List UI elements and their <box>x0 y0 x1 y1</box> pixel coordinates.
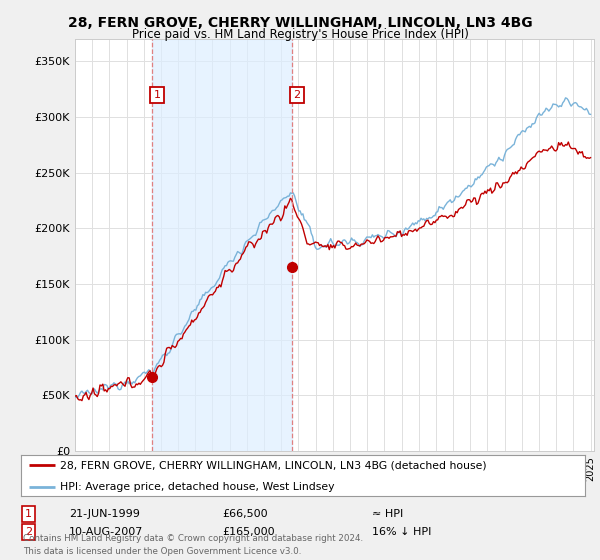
Text: 1: 1 <box>154 90 160 100</box>
Text: 21-JUN-1999: 21-JUN-1999 <box>69 509 140 519</box>
Text: HPI: Average price, detached house, West Lindsey: HPI: Average price, detached house, West… <box>61 482 335 492</box>
Text: £165,000: £165,000 <box>222 527 275 537</box>
Text: 28, FERN GROVE, CHERRY WILLINGHAM, LINCOLN, LN3 4BG: 28, FERN GROVE, CHERRY WILLINGHAM, LINCO… <box>68 16 532 30</box>
Text: £66,500: £66,500 <box>222 509 268 519</box>
Text: ≈ HPI: ≈ HPI <box>372 509 403 519</box>
Text: 2: 2 <box>25 527 32 537</box>
Text: 1: 1 <box>25 509 32 519</box>
Text: 2: 2 <box>293 90 301 100</box>
Text: Price paid vs. HM Land Registry's House Price Index (HPI): Price paid vs. HM Land Registry's House … <box>131 28 469 41</box>
Text: 28, FERN GROVE, CHERRY WILLINGHAM, LINCOLN, LN3 4BG (detached house): 28, FERN GROVE, CHERRY WILLINGHAM, LINCO… <box>61 460 487 470</box>
Text: 10-AUG-2007: 10-AUG-2007 <box>69 527 143 537</box>
Bar <box>152 39 292 451</box>
Text: Contains HM Land Registry data © Crown copyright and database right 2024.
This d: Contains HM Land Registry data © Crown c… <box>23 534 363 556</box>
Text: 16% ↓ HPI: 16% ↓ HPI <box>372 527 431 537</box>
